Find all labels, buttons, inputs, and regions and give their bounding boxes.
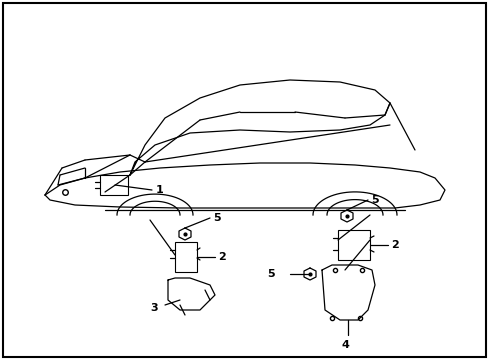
Bar — [337, 230, 369, 260]
Text: 3: 3 — [150, 303, 157, 313]
Bar — [175, 242, 197, 272]
Text: 5: 5 — [370, 195, 378, 205]
Text: 5: 5 — [267, 269, 274, 279]
Text: 4: 4 — [340, 340, 348, 350]
Text: 1: 1 — [156, 185, 163, 195]
Text: 2: 2 — [390, 240, 398, 250]
Text: 2: 2 — [218, 252, 225, 262]
Text: 5: 5 — [213, 213, 220, 223]
Bar — [100, 175, 128, 195]
